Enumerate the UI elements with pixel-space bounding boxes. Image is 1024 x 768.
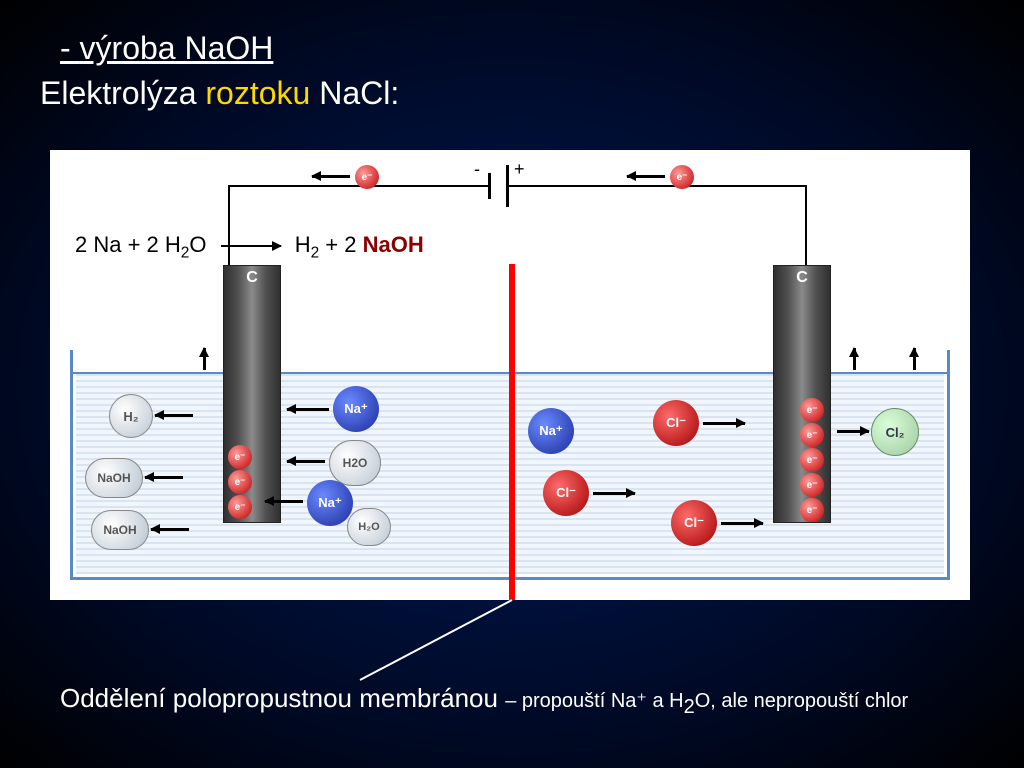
eq-naoh: NaOH — [363, 232, 424, 257]
wire-down-left — [228, 185, 230, 265]
h2-out-arrow — [155, 414, 193, 417]
battery-pos-label: + — [514, 159, 525, 180]
cl-arrow-1 — [703, 422, 745, 425]
membrane-caption: Oddělení polopropustnou membránou – prop… — [60, 682, 960, 720]
anode-electron-3: e⁻ — [800, 448, 824, 472]
battery-pos-plate — [506, 165, 509, 207]
cl2-gas-arrow-1 — [853, 348, 856, 370]
reaction-equation: 2 Na + 2 H2O H2 + 2 NaOH — [75, 232, 424, 262]
title-line-1: výroba NaOH — [60, 30, 984, 67]
cathode-label: C — [224, 269, 280, 287]
eq-right: H — [295, 232, 311, 257]
h2-molecule: H₂ — [109, 394, 153, 438]
na-ion-2: Na⁺ — [307, 480, 353, 526]
h2o-molecule-1: H2O — [329, 440, 381, 486]
battery-neg-plate — [488, 173, 491, 199]
wire-electron-left: e⁻ — [355, 165, 379, 189]
cl-ion-1: Cl⁻ — [543, 470, 589, 516]
wire-arrow-left — [312, 175, 350, 178]
title2-part-c: NaCl: — [310, 75, 399, 111]
anode-electron-1: e⁻ — [800, 398, 824, 422]
cl2-molecule: Cl₂ — [871, 408, 919, 456]
title-line-2: Elektrolýza roztoku NaCl: — [40, 75, 984, 112]
wire-arrow-right — [627, 175, 665, 178]
cl2-gas-arrow-2 — [913, 348, 916, 370]
cathode-electron-1: e⁻ — [228, 445, 252, 469]
anode-label: C — [774, 269, 830, 287]
caption-part-c: O, ale nepropouští chlor — [695, 690, 908, 712]
na-ion-3: Na⁺ — [528, 408, 574, 454]
eq-left: 2 Na + 2 H — [75, 232, 181, 257]
cl-ion-3: Cl⁻ — [671, 500, 717, 546]
h2o-molecule-2: H₂O — [347, 508, 391, 546]
na-arrow-1 — [287, 408, 329, 411]
battery-neg-label: - — [474, 159, 480, 180]
eq-right-sub: 2 — [311, 244, 320, 261]
title-area: výroba NaOH Elektrolýza roztoku NaCl: — [0, 0, 1024, 122]
diagram: 2 Na + 2 H2O H2 + 2 NaOH - + e⁻ e⁻ C — [50, 150, 970, 600]
anode-electron-4: e⁻ — [800, 473, 824, 497]
wire-right — [509, 185, 807, 187]
naoh-molecule-1: NaOH — [85, 458, 143, 498]
naoh-out-arrow-2 — [151, 528, 189, 531]
cl2-out-arrow — [837, 430, 869, 433]
anode-electron-5: e⁻ — [800, 498, 824, 522]
h2o-arrow-1 — [287, 460, 325, 463]
membrane — [509, 264, 515, 600]
naoh-molecule-2: NaOH — [91, 510, 149, 550]
caption-part-b-sub: 2 — [684, 696, 695, 718]
cl-arrow-2 — [593, 492, 635, 495]
caption-part-b: – propouští Na⁺ a H — [505, 690, 683, 712]
eq-left-end: O — [189, 232, 206, 257]
caption-part-a: Oddělení polopropustnou membránou — [60, 683, 505, 713]
eq-right-mid: + 2 — [319, 232, 362, 257]
cl-ion-2: Cl⁻ — [653, 400, 699, 446]
na-ion-1: Na⁺ — [333, 386, 379, 432]
anode-electron-2: e⁻ — [800, 423, 824, 447]
cathode-electron-2: e⁻ — [228, 470, 252, 494]
title2-part-a: Elektrolýza — [40, 75, 205, 111]
cathode-electron-3: e⁻ — [228, 495, 252, 519]
wire-down-right — [805, 185, 807, 265]
cl-arrow-3 — [721, 522, 763, 525]
h2-gas-arrow — [203, 348, 206, 370]
wire-electron-right: e⁻ — [670, 165, 694, 189]
na-arrow-2 — [265, 500, 303, 503]
title2-part-b: roztoku — [205, 75, 310, 111]
naoh-out-arrow-1 — [145, 476, 183, 479]
